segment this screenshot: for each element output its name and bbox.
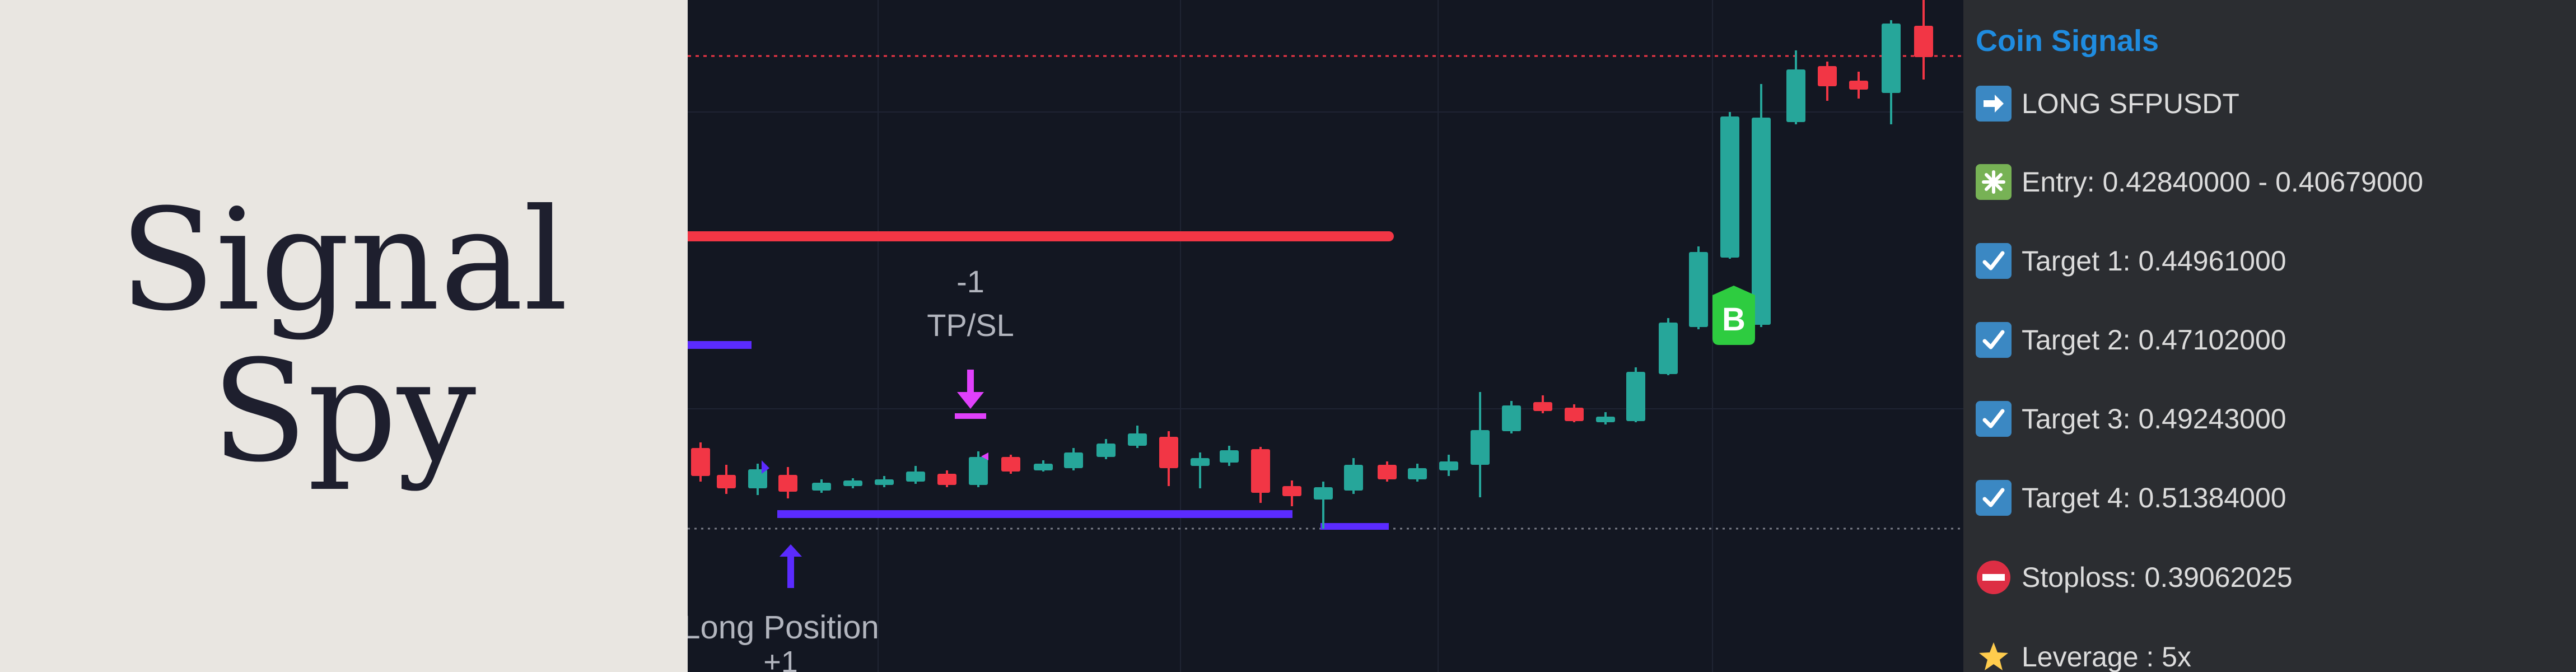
candle-up [969,457,988,485]
position-qty: +1 [763,645,798,672]
candle-up [1471,430,1490,465]
buy-marker-icon [762,460,769,474]
candle-up [1882,24,1901,93]
candle-up [748,469,767,488]
candle-up [1064,452,1083,468]
price-chart[interactable]: -1 TP/SL Long Position +1 B [688,0,1963,672]
candle-down [1159,437,1178,468]
signal-target-2-text: Target 2: 0.47102000 [2022,324,2286,356]
candle-up [1786,69,1805,122]
candle-down [1818,66,1837,86]
sparkle-icon [1976,164,2012,200]
candle-up [843,480,862,486]
candle-up [906,472,925,482]
check-icon [1976,401,2012,437]
buy-badge-label: B [1722,301,1746,338]
chart-background [688,0,1963,672]
candle-down [1251,449,1270,493]
signal-row-leverage: Leverage : 5x [1976,637,2191,672]
candle-up [1314,487,1333,500]
candle-down [1565,408,1584,421]
signal-stoploss-text: Stoploss: 0.39062025 [2022,562,2293,593]
candle-up [812,483,831,491]
signals-title: Coin Signals [1976,24,2159,58]
signal-leverage-text: Leverage : 5x [2022,641,2191,672]
signal-target-4-text: Target 4: 0.51384000 [2022,482,2286,514]
signal-row-entry: Entry: 0.42840000 - 0.40679000 [1976,162,2423,202]
candle-down [691,448,710,476]
candle-down [1001,457,1020,472]
candle-up [1220,450,1239,463]
signal-row-target-2: Target 2: 0.47102000 [1976,320,2286,360]
signal-entry-text: Entry: 0.42840000 - 0.40679000 [2022,166,2424,198]
signal-row-stoploss: Stoploss: 0.39062025 [1976,558,2293,597]
signal-target-3-text: Target 3: 0.49243000 [2022,403,2286,435]
brand-title-line-2: Spy [211,330,477,493]
candle-up [1720,116,1739,258]
up-arrow-icon [780,544,802,588]
candle-up [1502,405,1521,431]
check-icon [1976,243,2012,279]
candle-up [1191,458,1210,466]
brand-title-line-1: Signal [119,179,568,342]
signal-row-target-1: Target 1: 0.44961000 [1976,241,2286,281]
candles [691,0,1933,529]
buy-badge: B [1712,286,1755,345]
brand-panel: Signal Spy [0,0,688,672]
signal-row-target-3: Target 3: 0.49243000 [1976,399,2286,438]
candle-up [1128,433,1147,446]
position-label: Long Position [688,609,879,646]
candle-up [1096,444,1116,457]
candle-down [937,474,956,485]
signal-direction-text: LONG SFPUSDT [2022,88,2239,119]
check-icon [1976,480,2012,516]
candle-down [717,475,736,488]
down-arrow-icon [955,370,986,419]
check-icon [1976,322,2012,358]
candle-up [1659,323,1678,374]
signal-row-direction: LONG SFPUSDT [1976,84,2239,123]
candle-up [875,479,894,485]
star-icon [1976,639,2012,672]
candle-down [1533,402,1552,411]
no-entry-icon [1976,559,2012,595]
candle-up [1752,118,1771,325]
candle-down [778,475,797,492]
candle-down [1849,81,1868,90]
signal-row-target-4: Target 4: 0.51384000 [1976,478,2286,517]
candle-down [1282,486,1301,496]
signal-target-1-text: Target 1: 0.44961000 [2022,245,2286,277]
candle-down [1378,465,1397,479]
sell-marker-icon [981,452,988,460]
candle-up [1596,417,1615,422]
candle-up [1689,252,1708,327]
candle-up [1626,372,1645,421]
candle-up [1344,465,1363,491]
candle-up [1408,468,1427,479]
tp-sl-value: -1 [956,264,984,299]
candle-down [1914,26,1933,57]
candle-up [1439,461,1458,470]
tp-sl-label: TP/SL [927,307,1014,343]
signals-panel: Coin Signals LONG SFPUSDT Entry: 0.42840… [1963,0,2576,672]
chart-gridlines [688,0,1963,672]
candle-up [1034,464,1053,470]
right-arrow-icon [1976,86,2012,122]
tp-sl-marker: -1 TP/SL [927,264,1014,419]
